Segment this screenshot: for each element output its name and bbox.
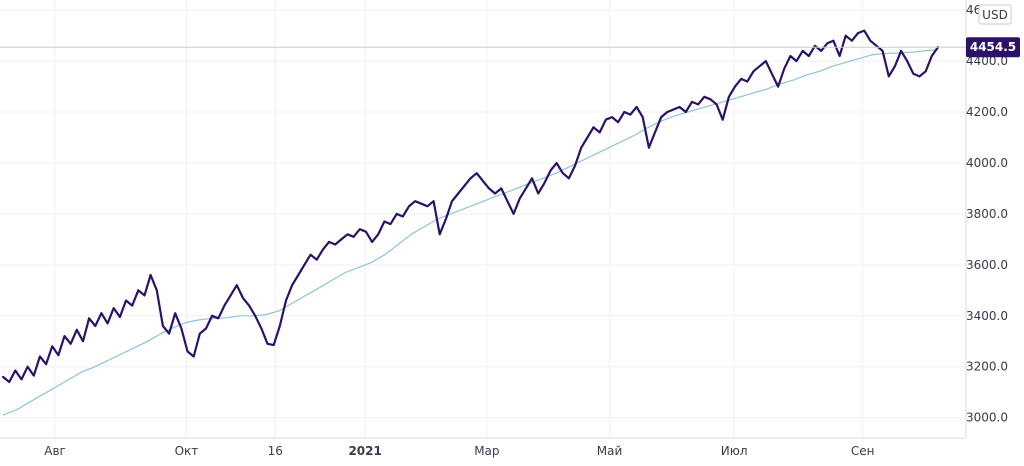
price-axis[interactable]: 4600.04400.04200.04000.03800.03600.03400…: [966, 3, 1008, 424]
y-tick-label: 4200.0: [966, 105, 1008, 119]
x-tick-label: 16: [268, 444, 283, 458]
y-tick-label: 3600.0: [966, 258, 1008, 272]
y-tick-label: 4000.0: [966, 156, 1008, 170]
grid-lines: [0, 0, 966, 438]
x-tick-label: Июл: [721, 444, 748, 458]
series-average-line: [2, 49, 939, 416]
y-tick-label: 3200.0: [966, 360, 1008, 374]
y-tick-label: 3000.0: [966, 411, 1008, 425]
x-tick-label: Мар: [474, 444, 499, 458]
x-tick-label: Авг: [44, 444, 66, 458]
last-price-marker: 4454.5: [0, 37, 1020, 58]
currency-unit-label: USD: [982, 8, 1008, 22]
last-price-label: 4454.5: [970, 40, 1016, 54]
last-price-badge: [966, 37, 1020, 58]
y-tick-label: 4400.0: [966, 54, 1008, 68]
x-tick-label: 2021: [348, 444, 381, 458]
price-line-layer: [1, 29, 940, 384]
x-tick-label: Окт: [175, 444, 199, 458]
y-tick-label: 3400.0: [966, 309, 1008, 323]
y-tick-label: 3800.0: [966, 207, 1008, 221]
currency-unit-badge: USD: [978, 4, 1012, 25]
time-axis[interactable]: Авг Окт 16 2021 Мар Май Июл Сен: [44, 444, 874, 458]
x-tick-label: Сен: [851, 444, 875, 458]
average-line-layer: [2, 49, 939, 416]
x-tick-label: Май: [597, 444, 623, 458]
series-price-line: [1, 29, 940, 384]
